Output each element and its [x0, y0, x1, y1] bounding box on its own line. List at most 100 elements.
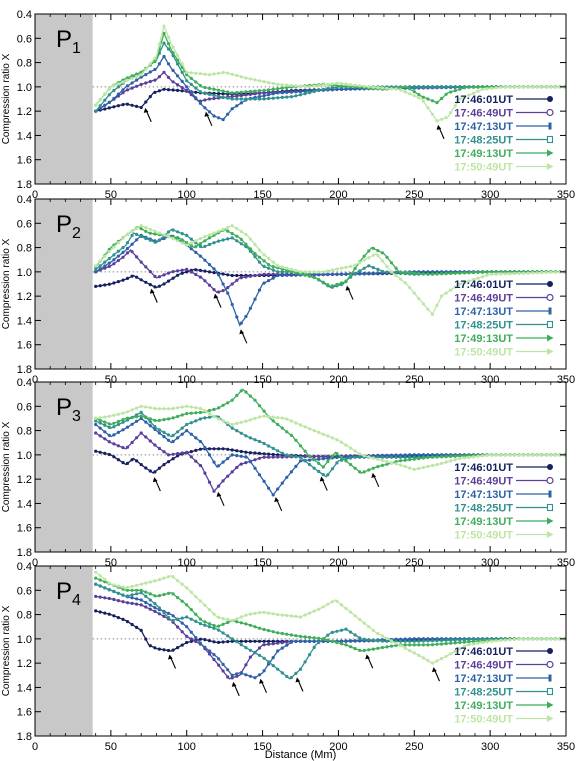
data-point [467, 637, 471, 642]
data-point [312, 84, 316, 88]
data-point [221, 70, 225, 75]
data-point [362, 637, 366, 641]
data-point [194, 245, 198, 249]
data-point [230, 422, 234, 427]
data-point [185, 233, 189, 237]
arrow-head [259, 678, 264, 684]
data-point [335, 629, 339, 633]
data-point [135, 436, 139, 440]
data-point [144, 67, 148, 71]
data-point [321, 83, 325, 87]
data-point [326, 87, 330, 91]
data-point [408, 637, 412, 641]
data-point [376, 267, 380, 271]
arrow-head [204, 111, 210, 117]
x-tick-label: 0 [32, 189, 38, 201]
data-point [194, 419, 198, 423]
data-point [312, 273, 316, 277]
data-point [353, 639, 357, 643]
data-point [125, 410, 130, 414]
data-point [544, 85, 548, 89]
data-point [344, 84, 348, 88]
data-point [148, 592, 152, 596]
legend-marker [548, 674, 552, 682]
y-tick-label: 1.0 [17, 267, 32, 279]
data-point [166, 648, 171, 653]
data-point [144, 605, 148, 609]
data-point [412, 637, 416, 641]
data-point [248, 612, 252, 616]
data-point [226, 229, 230, 233]
data-point [349, 264, 353, 268]
series-17:50:49UT [94, 224, 567, 316]
data-point [176, 230, 180, 234]
data-point [358, 84, 362, 88]
data-point [171, 45, 175, 49]
data-point [144, 81, 148, 85]
y-tick-label: 1.8 [17, 179, 32, 191]
data-point [367, 468, 371, 472]
data-point [412, 85, 416, 89]
legend-label: 17:46:49UT [454, 293, 513, 305]
data-point [217, 640, 221, 645]
data-point [380, 634, 384, 638]
data-point [403, 643, 407, 647]
data-point [262, 414, 266, 418]
data-point [203, 620, 207, 624]
data-point [298, 90, 303, 94]
data-point [166, 438, 171, 442]
data-point [476, 276, 480, 280]
data-point [294, 94, 298, 98]
arrow-marker [155, 479, 161, 492]
data-point [166, 417, 171, 421]
data-point [180, 621, 184, 625]
data-point [239, 671, 243, 675]
data-point [98, 578, 102, 582]
data-point [362, 266, 366, 270]
data-point [257, 611, 262, 615]
data-point [107, 581, 111, 585]
shaded-region [35, 199, 93, 369]
data-point [349, 456, 353, 460]
data-point [107, 256, 111, 261]
data-point [412, 457, 416, 461]
data-point [135, 602, 139, 606]
data-point [139, 227, 143, 231]
data-point [221, 616, 225, 621]
data-point [435, 659, 439, 663]
legend-marker [547, 149, 554, 157]
data-point [267, 81, 271, 85]
data-point [226, 286, 230, 290]
data-point [107, 588, 111, 592]
data-point [353, 83, 357, 87]
data-point [462, 456, 466, 460]
data-point [426, 106, 430, 110]
data-point [230, 637, 234, 641]
data-point [317, 454, 321, 458]
data-point [257, 673, 262, 677]
arrow-head [295, 677, 301, 683]
data-point [103, 266, 107, 270]
data-point [139, 73, 143, 77]
data-point [298, 423, 303, 427]
arrow-head [143, 107, 149, 113]
data-point [148, 603, 152, 607]
data-point [162, 614, 166, 619]
data-point [317, 636, 321, 641]
data-point [353, 449, 357, 453]
data-point [171, 276, 175, 280]
data-point [371, 638, 375, 642]
data-point [221, 403, 225, 407]
data-point [107, 440, 111, 444]
legend-label: 17:47:13UT [454, 306, 513, 318]
data-point [458, 456, 462, 461]
data-point [271, 419, 275, 423]
data-point [189, 432, 193, 436]
data-point [135, 415, 139, 419]
arrow-marker [373, 475, 380, 488]
data-point [221, 227, 225, 231]
shaded-region [35, 14, 93, 184]
data-point [116, 85, 120, 89]
data-point [176, 617, 180, 621]
data-point [230, 676, 234, 680]
